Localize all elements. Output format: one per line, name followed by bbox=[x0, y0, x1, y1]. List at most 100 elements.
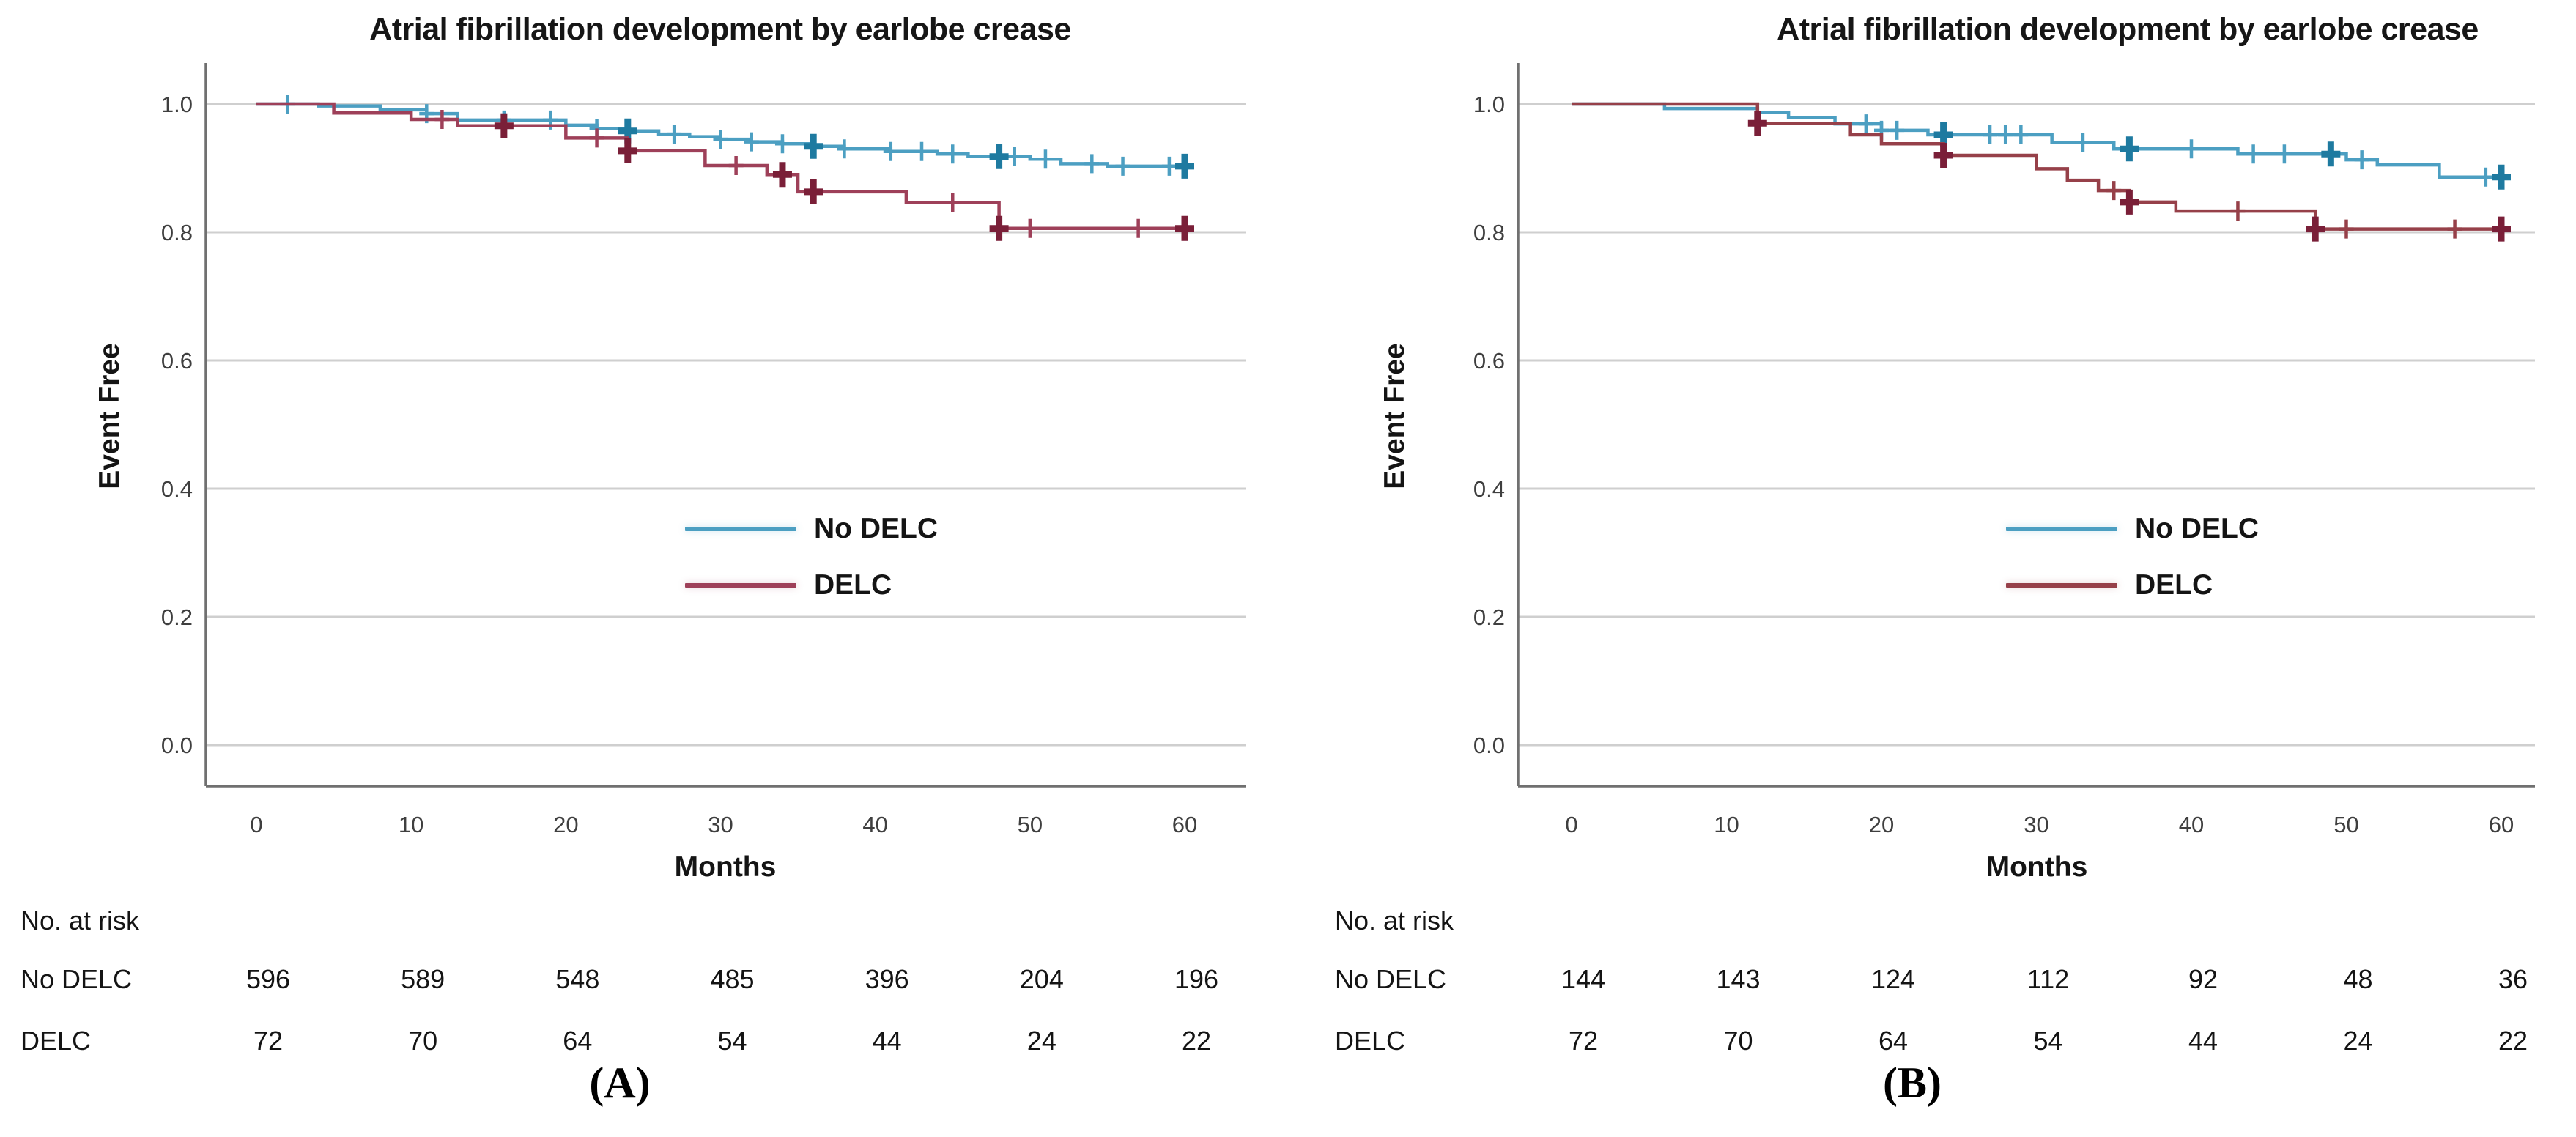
censor-mark-bold bbox=[1175, 153, 1195, 179]
risk-value: 144 bbox=[1561, 964, 1606, 994]
risk-value: 92 bbox=[2188, 964, 2218, 994]
y-tick-label: 1.0 bbox=[1473, 92, 1505, 117]
censor-mark-bold bbox=[2120, 136, 2139, 162]
censor-mark-bold bbox=[804, 133, 823, 159]
censor-mark bbox=[2106, 181, 2122, 201]
legend-item-delc: DELC bbox=[2006, 569, 2259, 601]
risk-row-label: DELC bbox=[21, 1026, 92, 1056]
legend-item-delc: DELC bbox=[685, 569, 938, 601]
risk-table-header: No. at risk bbox=[1335, 905, 1454, 936]
x-tick-label: 30 bbox=[708, 812, 733, 837]
censor-mark bbox=[2075, 133, 2090, 152]
x-tick-label: 30 bbox=[2024, 812, 2048, 837]
risk-value: 64 bbox=[1878, 1026, 1909, 1056]
x-tick-label: 50 bbox=[1018, 812, 1043, 837]
censor-mark bbox=[2013, 125, 2029, 144]
censor-mark bbox=[1998, 125, 2013, 144]
risk-value: 143 bbox=[1716, 964, 1761, 994]
censor-mark bbox=[1858, 114, 1873, 134]
censor-mark bbox=[2478, 167, 2493, 187]
censor-mark bbox=[1161, 156, 1177, 176]
km-chart: 1.0 0.8 0.6 0.4 0.2 0.0 0 10 20 30 40 50 60 bbox=[161, 63, 1246, 837]
risk-value: 596 bbox=[245, 964, 291, 994]
censor-mark-bold bbox=[494, 113, 514, 138]
risk-value: 589 bbox=[401, 964, 445, 994]
censor-mark bbox=[945, 193, 961, 212]
censor-mark bbox=[2354, 150, 2369, 170]
risk-value: 22 bbox=[2498, 1026, 2528, 1056]
censor-mark bbox=[1130, 218, 1146, 238]
legend: No DELC DELC bbox=[685, 513, 938, 601]
censor-mark-bold bbox=[989, 215, 1009, 241]
x-tick-label: 20 bbox=[1869, 812, 1894, 837]
censor-mark-bold bbox=[2492, 164, 2511, 190]
y-tick-label: 0.6 bbox=[161, 348, 193, 374]
panel-caption-a: (A) bbox=[589, 1059, 651, 1107]
x-tick-label: 0 bbox=[250, 812, 262, 837]
censor-mark-bold bbox=[1747, 111, 1767, 136]
km-panel-a: Atrial fibrillation development by earlo… bbox=[21, 12, 1246, 1107]
legend-item-no-delc: No DELC bbox=[685, 513, 938, 545]
risk-value: 22 bbox=[1181, 1026, 1212, 1056]
risk-value: 70 bbox=[408, 1026, 438, 1056]
legend-label-no-delc: No DELC bbox=[2135, 513, 2259, 544]
risk-value: 204 bbox=[1019, 964, 1064, 994]
risk-table-header: No. at risk bbox=[21, 905, 140, 936]
censor-mark-bold bbox=[804, 179, 823, 204]
x-tick-label: 60 bbox=[2489, 812, 2514, 837]
risk-value: 396 bbox=[865, 964, 909, 994]
censor-mark-bold bbox=[772, 162, 792, 188]
risk-row-label: No DELC bbox=[1335, 964, 1447, 994]
censor-mark bbox=[945, 144, 961, 164]
risk-value: 24 bbox=[2343, 1026, 2373, 1056]
censor-mark-bold bbox=[989, 144, 1009, 169]
risk-value: 54 bbox=[2033, 1026, 2063, 1056]
x-tick-label: 40 bbox=[862, 812, 887, 837]
censor-mark bbox=[1022, 218, 1037, 238]
risk-value: 36 bbox=[2498, 964, 2528, 994]
risk-value: 112 bbox=[2027, 964, 2070, 994]
risk-value: 48 bbox=[2343, 964, 2373, 994]
censor-mark bbox=[1007, 147, 1022, 166]
legend-line-delc bbox=[685, 583, 796, 588]
y-tick-label: 0.2 bbox=[1473, 604, 1505, 630]
y-tick-label: 0.0 bbox=[1473, 733, 1505, 758]
legend-line-no-delc bbox=[2006, 527, 2117, 531]
x-tick-label: 0 bbox=[1565, 812, 1577, 837]
censor-mark-bold bbox=[1175, 215, 1195, 241]
km-chart: 1.0 0.8 0.6 0.4 0.2 0.0 0 10 20 30 40 50 60 bbox=[1473, 63, 2535, 837]
censor-mark bbox=[728, 156, 744, 175]
censor-mark bbox=[667, 125, 682, 144]
chart-title: Atrial fibrillation development by earlo… bbox=[369, 12, 1071, 47]
x-tick-label: 10 bbox=[1714, 812, 1739, 837]
censor-mark bbox=[1084, 154, 1100, 174]
censor-mark bbox=[1983, 125, 1998, 144]
y-tick-label: 0.6 bbox=[1473, 348, 1505, 374]
censor-mark bbox=[589, 128, 604, 148]
km-panel-b: Atrial fibrillation development by earlo… bbox=[1288, 0, 2576, 1137]
km-curve-no-delc bbox=[256, 102, 1185, 168]
y-tick-label: 0.4 bbox=[1473, 476, 1505, 502]
risk-value: 124 bbox=[1870, 964, 1916, 994]
censor-mark bbox=[434, 110, 450, 129]
y-tick-label: 0.0 bbox=[161, 733, 193, 758]
risk-value: 44 bbox=[872, 1026, 902, 1056]
censor-mark bbox=[1115, 156, 1130, 176]
risk-value: 44 bbox=[2188, 1026, 2218, 1056]
risk-row-label: DELC bbox=[1335, 1026, 1406, 1056]
legend: No DELC DELC bbox=[2006, 513, 2259, 601]
censor-mark-bold bbox=[2492, 216, 2511, 242]
x-tick-label: 10 bbox=[399, 812, 423, 837]
censor-mark bbox=[2230, 201, 2246, 221]
censor-mark bbox=[2184, 139, 2199, 159]
risk-value: 196 bbox=[1174, 964, 1219, 994]
risk-value: 72 bbox=[253, 1026, 284, 1056]
y-tick-label: 0.8 bbox=[161, 220, 193, 245]
km-curve-delc bbox=[256, 102, 1185, 230]
legend-label-delc: DELC bbox=[814, 569, 892, 601]
censor-mark-bold bbox=[1933, 143, 1953, 168]
censor-mark bbox=[1890, 120, 1905, 140]
y-tick-label: 0.8 bbox=[1473, 220, 1505, 245]
legend-label-delc: DELC bbox=[2135, 569, 2213, 601]
censor-mark bbox=[837, 139, 852, 159]
